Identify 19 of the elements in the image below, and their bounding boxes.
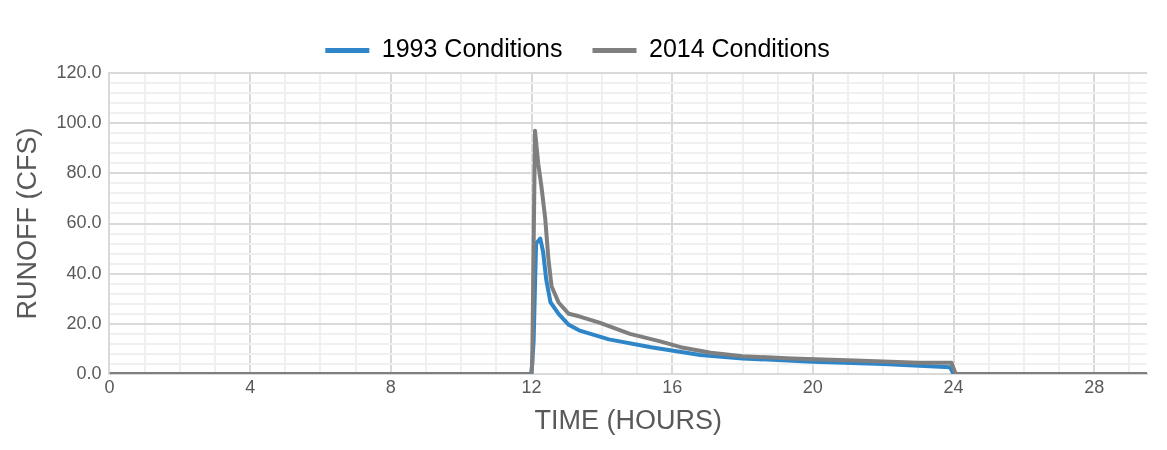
x-tick-label: 12: [521, 376, 542, 397]
legend-label: 1993 Conditions: [381, 34, 563, 63]
y-axis-title: RUNOFF (CFS): [11, 127, 42, 320]
x-tick-label: 28: [1084, 376, 1105, 397]
x-tick-label: 0: [104, 376, 115, 397]
x-axis-title: TIME (HOURS): [534, 405, 722, 436]
x-tick-label: 4: [245, 376, 256, 397]
y-tick-label: 20.0: [66, 312, 102, 333]
x-tick-label: 24: [943, 376, 964, 397]
x-tick-label: 16: [662, 376, 683, 397]
x-tick-label: 20: [802, 376, 823, 397]
legend-label: 2014 Conditions: [649, 34, 830, 63]
y-tick-label: 60.0: [66, 212, 102, 233]
y-tick-label: 80.0: [66, 162, 102, 183]
x-tick-label: 8: [385, 376, 396, 397]
y-tick-label: 40.0: [66, 262, 102, 283]
y-tick-label: 100.0: [56, 112, 102, 133]
y-tick-label: 0.0: [76, 362, 102, 383]
y-tick-label: 120.0: [56, 61, 102, 82]
